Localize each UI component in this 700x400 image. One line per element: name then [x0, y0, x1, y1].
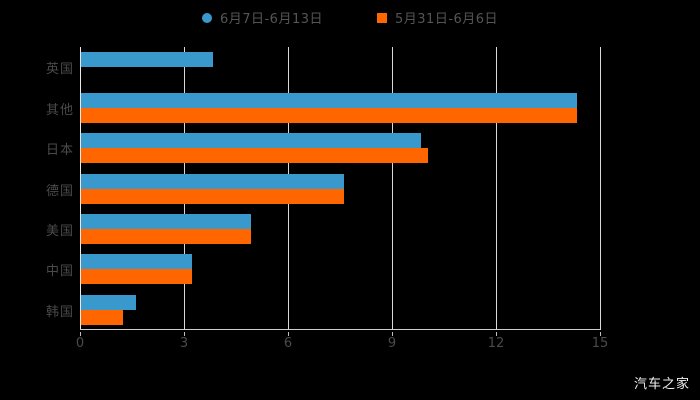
bar-group: [81, 133, 600, 164]
bar-series-b[interactable]: [81, 228, 251, 244]
bar-series-b[interactable]: [81, 309, 123, 325]
x-tick-mark: [80, 332, 81, 336]
bar-series-a[interactable]: [81, 133, 421, 149]
bar-series-a[interactable]: [81, 92, 577, 108]
watermark: 汽车之家: [633, 377, 690, 392]
legend-item-series-a[interactable]: 6月7日-6月13日: [201, 8, 323, 27]
category-label: 中国: [45, 264, 74, 280]
bar-series-a[interactable]: [81, 254, 192, 270]
bar-series-b[interactable]: [81, 269, 192, 285]
bar-series-b[interactable]: [81, 107, 577, 123]
x-axis-line: [80, 329, 600, 330]
category-axis: 英国其他日本德国美国中国韩国: [0, 47, 74, 330]
category-label: 韩国: [45, 304, 74, 320]
category-label: 美国: [45, 223, 74, 239]
x-tick-mark: [496, 332, 497, 336]
bar-series-a[interactable]: [81, 173, 345, 189]
bar-series-a[interactable]: [81, 52, 213, 68]
category-label: 其他: [45, 102, 74, 118]
plot-area: [80, 47, 601, 330]
bar-group: [81, 92, 600, 123]
x-tick-mark: [288, 332, 289, 336]
x-tick-mark: [600, 332, 601, 336]
x-tick-label: 0: [75, 336, 85, 351]
square-marker-orange-icon: [377, 12, 387, 23]
bar-series-b[interactable]: [81, 148, 428, 164]
x-tick-mark: [392, 332, 393, 336]
x-tick-label: 3: [179, 336, 189, 351]
x-tick-label: 6: [283, 336, 293, 351]
bar-group: [81, 173, 600, 204]
x-tick-label: 9: [387, 336, 397, 351]
x-tick-label: 12: [487, 336, 505, 351]
y-axis-line: [80, 47, 81, 330]
x-axis-ticks: 0 3 6 9 12 15: [76, 332, 608, 356]
gridline: [600, 47, 601, 330]
bar-group: [81, 254, 600, 285]
legend-item-series-b[interactable]: 5月31日-6月6日: [377, 8, 498, 27]
legend-label-series-a: 6月7日-6月13日: [219, 12, 323, 27]
bar-group: [81, 294, 600, 325]
chart-legend: 6月7日-6月13日 5月31日-6月6日: [0, 8, 700, 27]
bar-series-b[interactable]: [81, 188, 345, 204]
bar-group: [81, 213, 600, 244]
legend-label-series-b: 5月31日-6月6日: [395, 12, 499, 27]
circle-marker-blue-icon: [201, 12, 212, 23]
category-label: 日本: [45, 143, 74, 159]
gridline: [496, 47, 497, 330]
bar-series-a[interactable]: [81, 294, 137, 310]
x-tick-mark: [184, 332, 185, 336]
category-label: 英国: [45, 62, 74, 78]
category-label: 德国: [45, 183, 74, 199]
bar-group: [81, 52, 600, 82]
x-tick-label: 15: [591, 336, 609, 351]
bar-series-a[interactable]: [81, 213, 251, 229]
gridline: [392, 47, 393, 330]
